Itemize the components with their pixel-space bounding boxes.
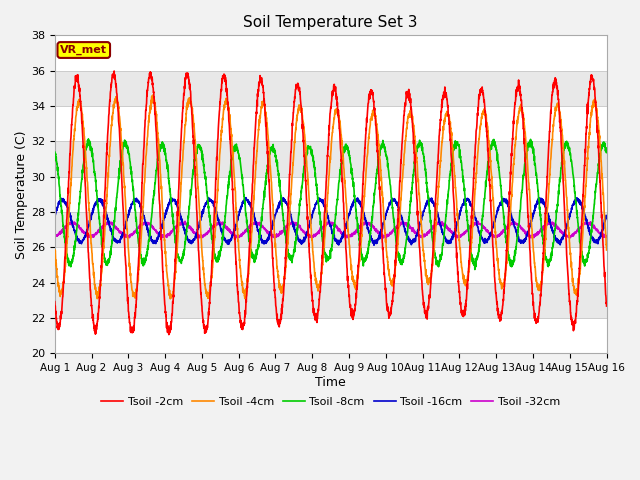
Tsoil -8cm: [533, 172, 541, 178]
Tsoil -4cm: [166, 296, 174, 302]
Title: Soil Temperature Set 3: Soil Temperature Set 3: [243, 15, 418, 30]
Bar: [55, 177, 607, 212]
Bar: [55, 247, 607, 283]
Tsoil -2cm: [263, 137, 271, 143]
Bar: [55, 71, 607, 106]
Line: Tsoil -2cm: Tsoil -2cm: [55, 71, 607, 335]
Tsoil -16cm: [114, 238, 122, 243]
Tsoil -2cm: [287, 153, 294, 159]
Tsoil -32cm: [181, 218, 189, 224]
Tsoil -8cm: [114, 183, 122, 189]
Legend: Tsoil -2cm, Tsoil -4cm, Tsoil -8cm, Tsoil -16cm, Tsoil -32cm: Tsoil -2cm, Tsoil -4cm, Tsoil -8cm, Tsoi…: [97, 393, 564, 411]
Tsoil -8cm: [84, 136, 92, 142]
Tsoil -2cm: [110, 68, 118, 74]
Tsoil -8cm: [147, 223, 154, 229]
Bar: [55, 212, 607, 247]
Tsoil -8cm: [51, 149, 59, 155]
Tsoil -4cm: [149, 92, 157, 98]
Tsoil -32cm: [51, 233, 59, 239]
Tsoil -32cm: [533, 231, 541, 237]
Tsoil -16cm: [370, 242, 378, 248]
Tsoil -32cm: [262, 228, 270, 234]
Tsoil -2cm: [603, 303, 611, 309]
Y-axis label: Soil Temperature (C): Soil Temperature (C): [15, 130, 28, 259]
Tsoil -16cm: [51, 211, 59, 217]
Tsoil -8cm: [603, 148, 611, 154]
Line: Tsoil -32cm: Tsoil -32cm: [55, 221, 607, 238]
Tsoil -16cm: [242, 195, 250, 201]
Tsoil -2cm: [592, 105, 600, 110]
Tsoil -4cm: [263, 119, 271, 124]
Bar: [55, 142, 607, 177]
Bar: [55, 283, 607, 318]
Tsoil -8cm: [262, 170, 270, 176]
X-axis label: Time: Time: [316, 376, 346, 389]
Tsoil -16cm: [533, 200, 541, 206]
Bar: [55, 318, 607, 353]
Tsoil -32cm: [526, 235, 534, 241]
Tsoil -4cm: [147, 103, 154, 108]
Tsoil -32cm: [592, 227, 600, 233]
Tsoil -32cm: [603, 234, 611, 240]
Tsoil -32cm: [114, 227, 122, 232]
Bar: [55, 36, 607, 71]
Tsoil -16cm: [287, 212, 294, 217]
Tsoil -2cm: [533, 316, 541, 322]
Tsoil -4cm: [533, 279, 541, 285]
Tsoil -8cm: [471, 267, 479, 273]
Tsoil -4cm: [51, 247, 59, 253]
Bar: [55, 106, 607, 142]
Tsoil -16cm: [592, 239, 600, 244]
Tsoil -2cm: [147, 70, 154, 75]
Text: VR_met: VR_met: [60, 45, 108, 55]
Tsoil -16cm: [147, 234, 154, 240]
Tsoil -4cm: [603, 247, 611, 253]
Tsoil -4cm: [592, 104, 600, 109]
Tsoil -2cm: [114, 105, 122, 111]
Line: Tsoil -16cm: Tsoil -16cm: [55, 198, 607, 245]
Tsoil -16cm: [603, 213, 611, 219]
Tsoil -2cm: [51, 299, 59, 305]
Tsoil -4cm: [287, 194, 294, 200]
Tsoil -16cm: [262, 239, 270, 245]
Tsoil -8cm: [287, 253, 294, 259]
Line: Tsoil -8cm: Tsoil -8cm: [55, 139, 607, 270]
Line: Tsoil -4cm: Tsoil -4cm: [55, 95, 607, 299]
Tsoil -2cm: [165, 332, 173, 337]
Tsoil -8cm: [592, 184, 600, 190]
Tsoil -32cm: [147, 222, 154, 228]
Tsoil -4cm: [114, 103, 122, 108]
Tsoil -32cm: [287, 221, 294, 227]
